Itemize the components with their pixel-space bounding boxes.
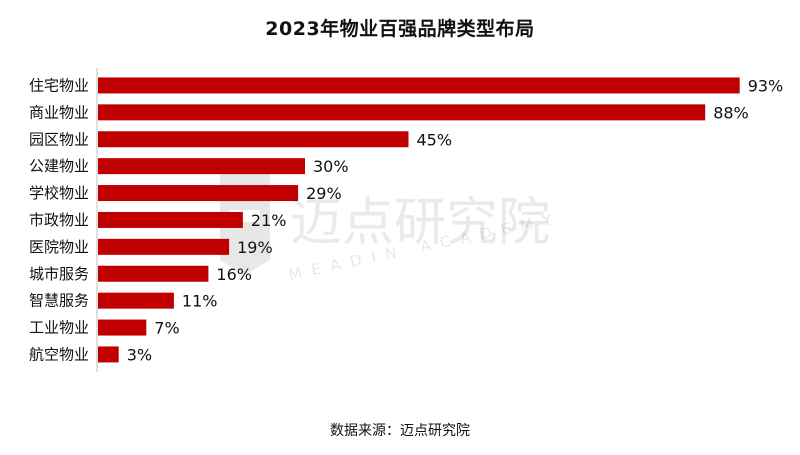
bar xyxy=(98,104,706,121)
bar xyxy=(98,292,174,309)
category-label: 智慧服务 xyxy=(29,292,89,310)
data-label: 93% xyxy=(748,76,784,95)
data-label: 45% xyxy=(417,130,453,149)
category-label: 市政物业 xyxy=(29,211,89,229)
bar xyxy=(98,211,243,228)
data-label: 29% xyxy=(306,184,342,203)
data-label: 11% xyxy=(182,292,218,311)
chart-title: 2023年物业百强品牌类型布局 xyxy=(265,18,535,40)
bar xyxy=(98,131,409,148)
category-label: 医院物业 xyxy=(29,238,89,256)
bar xyxy=(98,265,209,282)
category-label: 住宅物业 xyxy=(29,76,89,94)
category-label: 公建物业 xyxy=(29,157,89,175)
category-label: 园区物业 xyxy=(29,130,89,148)
category-label: 商业物业 xyxy=(29,103,89,121)
data-label: 3% xyxy=(127,345,152,364)
bar xyxy=(98,185,299,202)
bar xyxy=(98,77,740,94)
data-label: 21% xyxy=(251,211,287,230)
data-label: 30% xyxy=(313,157,349,176)
category-label: 城市服务 xyxy=(29,265,89,283)
bar xyxy=(98,319,147,336)
data-source-note: 数据来源：迈点研究院 xyxy=(330,423,470,439)
category-label: 工业物业 xyxy=(29,319,89,337)
bar xyxy=(98,158,305,175)
category-label: 学校物业 xyxy=(29,184,89,202)
data-label: 7% xyxy=(154,319,179,338)
data-label: 88% xyxy=(713,103,749,122)
bar xyxy=(98,346,119,363)
data-label: 19% xyxy=(237,238,273,257)
bar xyxy=(98,238,230,255)
data-label: 16% xyxy=(216,265,252,284)
category-label: 航空物业 xyxy=(29,345,89,363)
